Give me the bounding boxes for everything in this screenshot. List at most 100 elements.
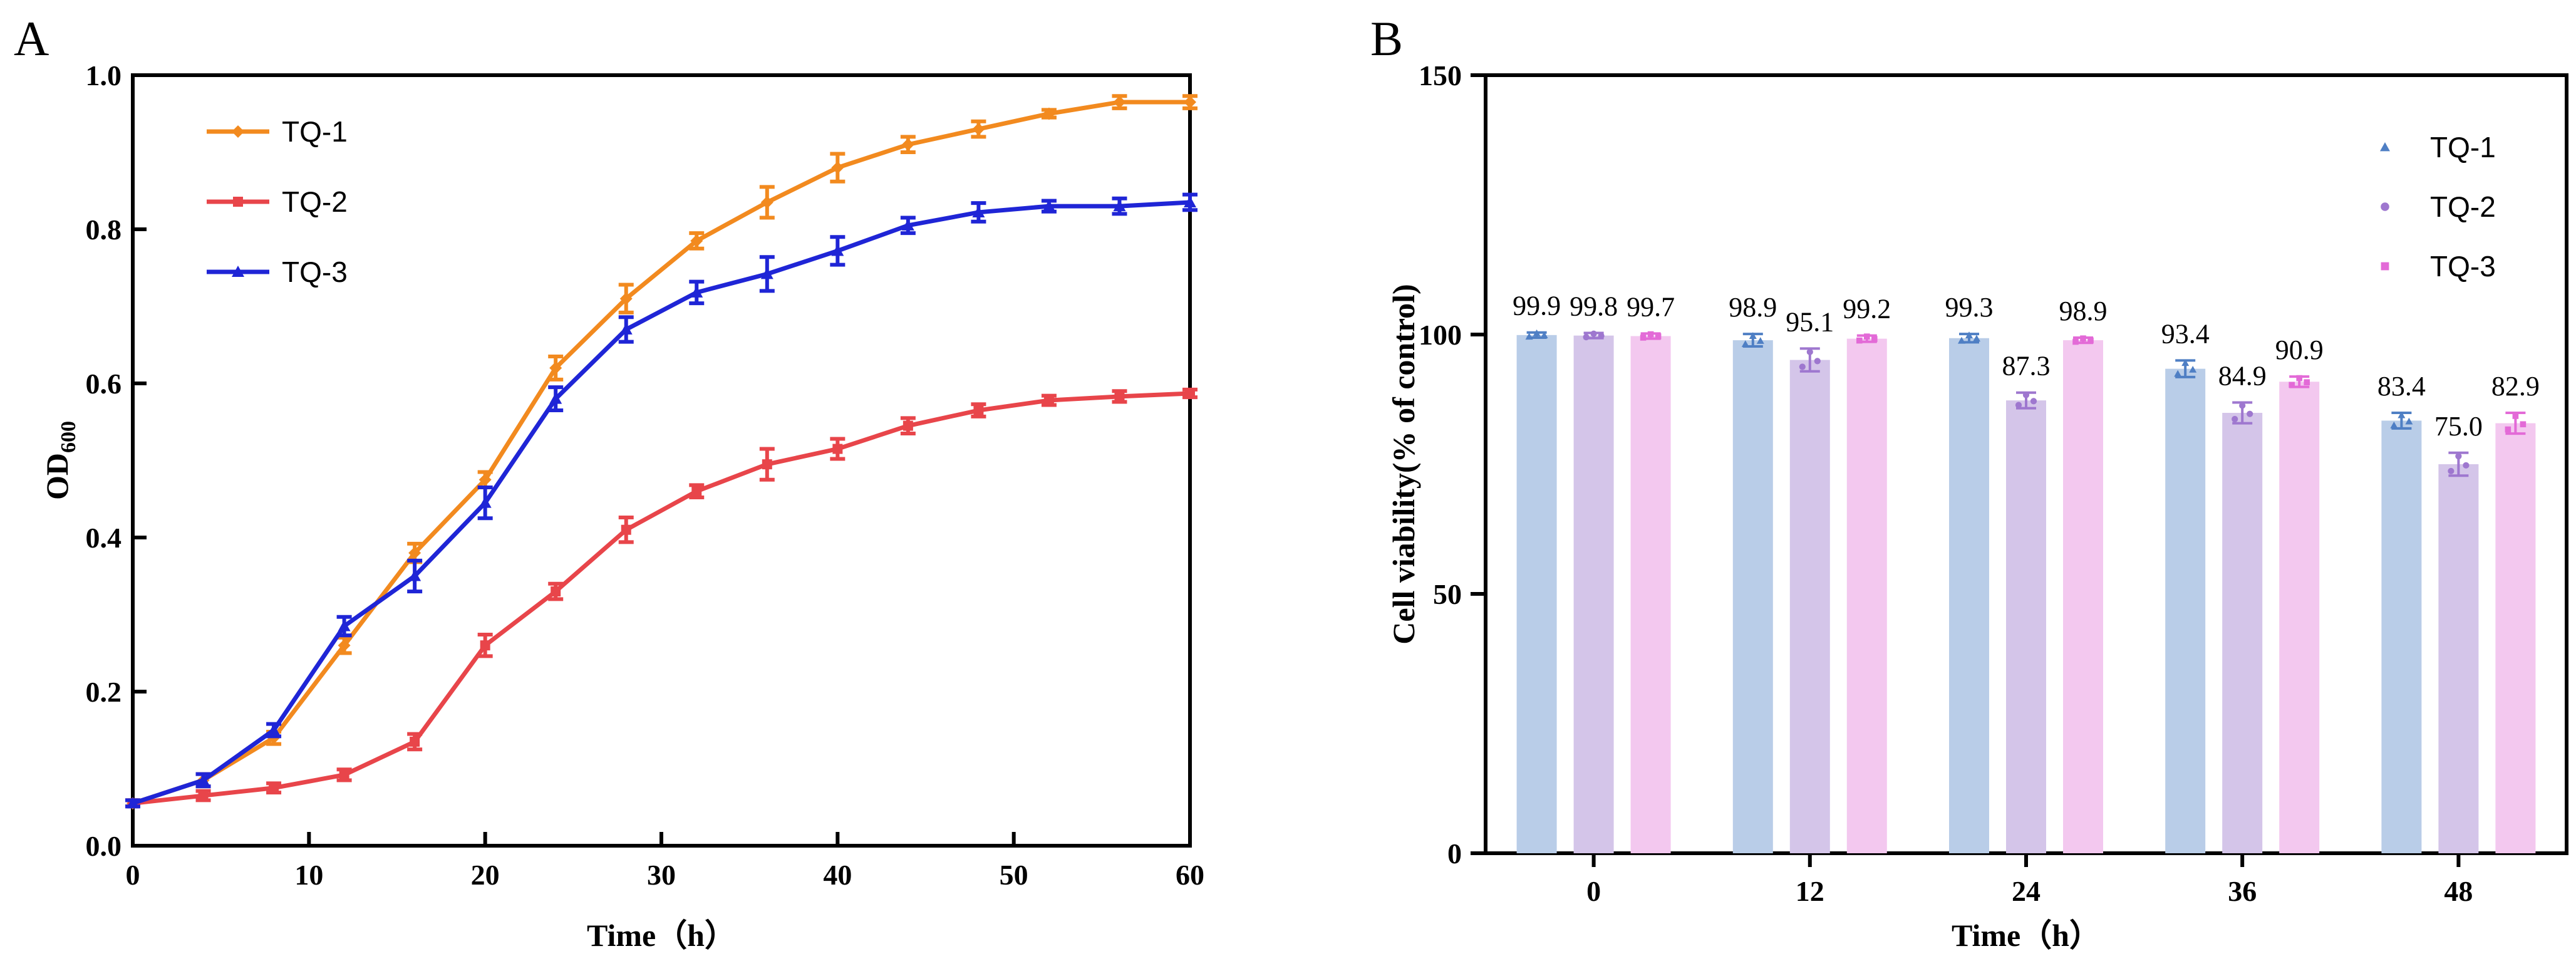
x-tick-label-a: 20 (471, 859, 500, 891)
replicate-point (1856, 337, 1863, 344)
data-point (760, 267, 773, 279)
replicate-point (1864, 333, 1870, 340)
bar-tq-3 (2063, 340, 2103, 853)
replicate-point (2015, 402, 2022, 408)
x-tick-label-a: 30 (647, 859, 676, 891)
legend-label: TQ-2 (282, 185, 348, 218)
x-tick-label-b: 24 (2012, 875, 2041, 907)
legend-label: TQ-1 (2430, 131, 2496, 164)
data-point (480, 640, 490, 651)
replicate-point (2232, 415, 2238, 423)
bar-tq-2 (1573, 335, 1614, 853)
bar-tq-3 (2279, 382, 2320, 853)
data-point (339, 769, 349, 780)
y-axis-title-subscript-a: 600 (57, 421, 80, 453)
x-tick-label-a: 10 (294, 859, 323, 891)
x-tick-label-b: 48 (2444, 875, 2473, 907)
legend-b: TQ-1 TQ-2 TQ-3 (2380, 131, 2496, 283)
replicate-point (1583, 334, 1590, 341)
legend-label: TQ-3 (2430, 250, 2496, 283)
replicate-point (2072, 338, 2079, 345)
panel-a-letter: A (14, 11, 49, 66)
data-point (691, 486, 702, 497)
bar-tq-1 (1949, 338, 1989, 853)
data-label: 99.2 (1843, 294, 1891, 325)
replicate-point (2505, 426, 2511, 433)
series-line (132, 200, 1191, 806)
data-point (1184, 195, 1196, 207)
data-point (338, 620, 351, 631)
data-point (831, 161, 844, 174)
panel-b-letter: B (1370, 11, 1403, 66)
replicate-point (1756, 337, 1764, 344)
replicate-point (2189, 365, 2197, 373)
data-point (478, 473, 492, 486)
replicate-point (2174, 370, 2182, 377)
y-tick-label-a: 0.4 (86, 522, 122, 554)
replicate-point (2247, 410, 2253, 417)
legend-marker (232, 266, 244, 277)
replicate-point (2455, 453, 2462, 460)
data-point (549, 361, 562, 375)
bar-tq-1 (1732, 340, 1773, 853)
x-tick-label-b: 36 (2228, 875, 2257, 907)
data-point (619, 292, 633, 305)
data-label: 95.1 (1786, 306, 1834, 337)
legend-a: TQ-1 TQ-2 TQ-3 (207, 115, 348, 288)
replicate-point (1647, 331, 1654, 338)
replicate-point (1799, 363, 1806, 370)
replicate-point (2448, 467, 2454, 475)
replicate-point (2398, 411, 2406, 418)
data-point (198, 791, 209, 801)
data-point (408, 546, 422, 559)
bar-chart-cell-viability: 0 50 100 150 0 99.9 99.8 99.7 12 98.9 95.1 99.2 24 99… (1386, 60, 2568, 953)
data-point (832, 444, 843, 454)
x-tick-label-a: 40 (823, 859, 852, 891)
bar-tq-2 (2006, 400, 2046, 853)
legend-marker (2381, 262, 2389, 271)
x-tick-label-a: 0 (126, 859, 140, 891)
data-point (1043, 395, 1054, 406)
replicate-point (1533, 329, 1541, 336)
data-label: 87.3 (2002, 351, 2051, 382)
replicate-point (1806, 348, 1813, 355)
x-axis-title-b: Time（h） (1952, 918, 2101, 953)
replicate-point (2520, 421, 2527, 428)
bar-tq-1 (2381, 420, 2422, 853)
y-tick-label-b: 100 (1419, 319, 1462, 351)
series-line (132, 100, 1190, 806)
legend-marker (233, 197, 243, 207)
data-point (901, 138, 914, 151)
y-tick-label-a: 0.8 (86, 214, 122, 246)
bar-tq-2 (2438, 464, 2479, 853)
replicate-point (2512, 413, 2519, 419)
data-point (127, 797, 139, 809)
y-axis-title-a: OD600 (39, 421, 80, 500)
replicate-point (1640, 335, 1647, 341)
data-point (972, 205, 985, 217)
replicate-point (2022, 392, 2030, 398)
replicate-point (2087, 337, 2094, 344)
replicate-point (1598, 332, 1605, 340)
data-point (1113, 200, 1126, 212)
data-point (410, 736, 420, 747)
x-tick-label-a: 50 (1000, 859, 1028, 891)
replicate-point (2405, 417, 2413, 425)
legend-item-tq-1: TQ-1 (207, 115, 348, 148)
replicate-point (1741, 340, 1749, 347)
data-label: 99.9 (1513, 291, 1561, 321)
data-label: 93.4 (2161, 318, 2210, 349)
replicate-point (1540, 331, 1548, 339)
data-point (760, 195, 773, 209)
bar-tq-1 (2165, 368, 2206, 853)
series-a-tq-3 (125, 192, 1197, 809)
data-point (408, 569, 422, 581)
data-label: 75.0 (2434, 411, 2483, 442)
data-point (1042, 107, 1055, 120)
data-point (901, 219, 914, 231)
x-tick-label-b: 12 (1796, 875, 1824, 907)
data-point (551, 586, 561, 597)
bar-tq-3 (1846, 338, 1887, 853)
bar-tq-1 (1516, 335, 1557, 853)
